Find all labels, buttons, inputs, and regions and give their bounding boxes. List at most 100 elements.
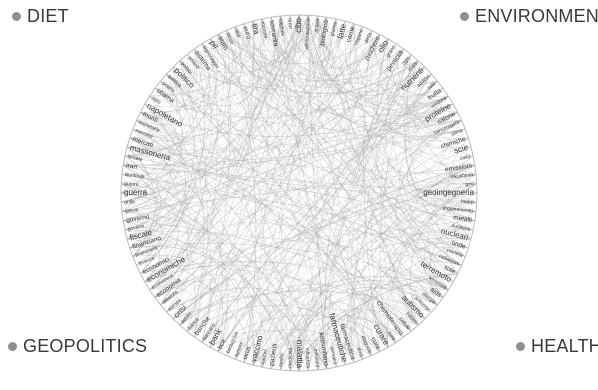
edge [335,256,466,368]
edge [160,38,389,306]
node-label: grillo [124,199,135,206]
edge [154,17,328,99]
edge [270,333,372,369]
edge [217,299,309,371]
edge [124,103,454,231]
edge [172,164,475,320]
edge [144,14,300,283]
edge [280,15,309,50]
edge [160,80,300,372]
edge [392,229,474,326]
node-label: clima [451,128,464,138]
edge [280,137,469,371]
node-label: moneta [259,21,268,39]
edge [120,183,477,194]
edge [352,293,412,360]
edge [194,48,290,371]
edge [179,18,263,326]
node-label: nucleare [451,223,471,233]
edge [289,247,469,371]
node-label: vegano [353,28,365,46]
edge [120,95,181,194]
edge [404,73,478,194]
node-label: governo [126,213,151,224]
edge [308,15,477,184]
edge [124,15,318,157]
edge [280,15,454,108]
edge [186,312,245,363]
edge [217,34,475,222]
edge [252,20,477,212]
edge [308,322,372,371]
edge [123,120,154,166]
edge [194,48,404,82]
edge [395,120,462,298]
edge [136,120,328,369]
edge [132,95,171,257]
edge [154,88,462,131]
edge [280,15,389,348]
edge [144,23,245,108]
edge [154,15,281,298]
edge [400,128,466,332]
edge [234,111,458,360]
edge [289,273,458,371]
edge [410,164,475,291]
edge [186,26,364,332]
edge [261,18,404,85]
edge [173,284,449,320]
edge [234,26,475,166]
edge [149,80,438,116]
edge [349,23,458,125]
edge [261,315,337,368]
edge [149,21,254,97]
edge [140,111,475,166]
edge [129,111,196,249]
edge [121,183,170,258]
node-label: pianeta [446,247,464,259]
edge [129,137,223,348]
edge [201,14,300,343]
edge [406,60,462,123]
edge [140,111,190,313]
edge [140,48,205,275]
edge [397,211,477,332]
edge [217,34,346,365]
edge [124,20,346,157]
edge [261,18,458,275]
edge [428,155,474,298]
edge [443,174,477,258]
edge [144,34,381,283]
edge [124,229,381,352]
node-label: infezioni [312,348,320,367]
edge [252,21,364,360]
edge [370,34,469,141]
edge [172,174,477,320]
edge [121,34,219,212]
edge [350,111,458,363]
edge [209,17,328,64]
edge [120,15,309,194]
edge [172,290,432,320]
node-label: metalli [453,214,473,224]
edge [140,15,318,113]
node-label: grecia [125,207,139,214]
node-label: sovranita [268,20,279,48]
edge [393,66,458,127]
edge [234,14,300,57]
edge [389,242,469,326]
edge [261,315,404,368]
edge [136,120,477,184]
edge [234,337,318,371]
edge [144,103,212,343]
edge [234,26,469,249]
edge [149,95,263,368]
edge [326,183,477,369]
edge [154,34,230,298]
edge [127,15,309,148]
edge [381,43,471,149]
edge [140,95,449,137]
outer-ring [120,14,478,372]
node-label: biologico [319,19,330,46]
node-label: illuminati [125,172,145,180]
